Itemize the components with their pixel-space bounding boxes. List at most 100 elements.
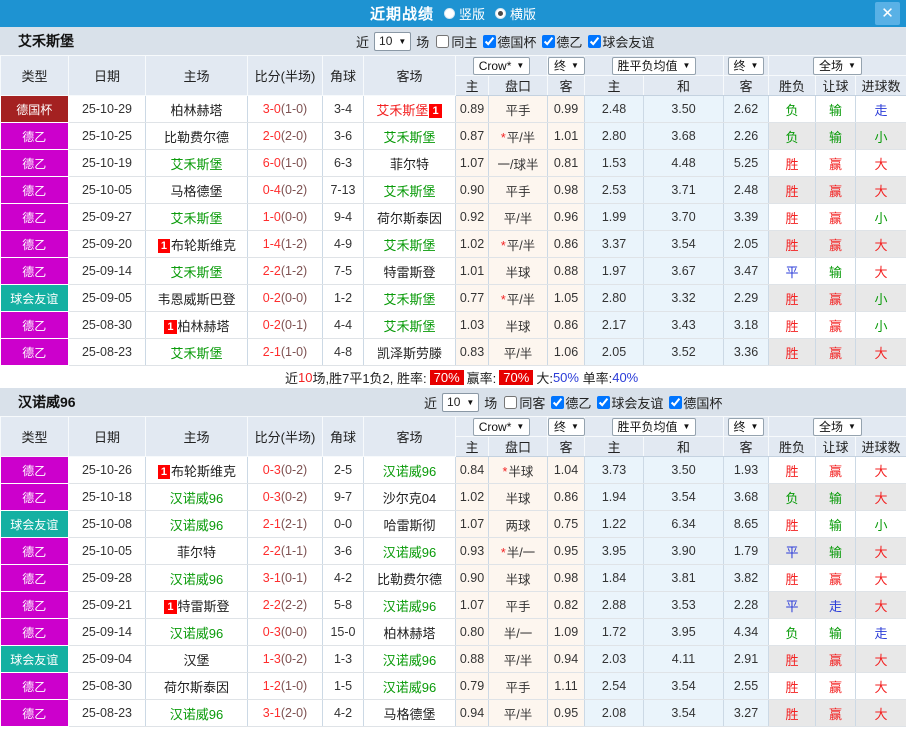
horizontal-layout-radio[interactable]	[495, 8, 506, 19]
close-button[interactable]: ✕	[875, 2, 900, 25]
league-filter[interactable]: 德乙	[542, 32, 582, 51]
league-checkbox[interactable]	[483, 34, 497, 48]
league-checkbox[interactable]	[551, 395, 565, 409]
league-filter[interactable]: 德国杯	[483, 32, 536, 51]
live-odds-star: *	[502, 464, 508, 479]
league-checkbox[interactable]	[542, 34, 556, 48]
away-team-link[interactable]: 马格德堡	[383, 706, 436, 722]
league-filter[interactable]: 德乙	[551, 393, 591, 412]
result-cell: 负	[768, 122, 816, 150]
home-team-link[interactable]: 艾禾斯堡	[170, 156, 223, 172]
score-cell: 3-1(0-1)	[247, 564, 323, 592]
score-cell: 0-3(0-2)	[247, 456, 323, 484]
same-venue-filter[interactable]: 同主	[429, 32, 477, 51]
bookmaker-select[interactable]: Crow* ▼	[472, 417, 531, 436]
match-date: 25-09-28	[68, 564, 146, 592]
match-type-badge: 德国杯	[0, 95, 69, 123]
recent-count-select[interactable]: 10 ▼	[374, 31, 412, 51]
home-team-link[interactable]: 汉诺威96	[169, 517, 224, 533]
home-team-link[interactable]: 菲尔特	[176, 544, 216, 560]
same-venue-checkbox[interactable]	[504, 395, 518, 409]
away-team-link[interactable]: 汉诺威96	[382, 679, 437, 695]
win-rate-badge: 70%	[429, 369, 464, 385]
away-team-link[interactable]: 凯泽斯劳滕	[376, 345, 442, 361]
away-team-link[interactable]: 艾禾斯堡	[383, 291, 436, 307]
home-team-link[interactable]: 韦恩威斯巴登	[157, 291, 236, 307]
same-venue-filter[interactable]: 同客	[497, 393, 545, 412]
home-team-link[interactable]: 艾禾斯堡	[170, 345, 223, 361]
league-checkbox[interactable]	[588, 34, 602, 48]
away-team-link[interactable]: 哈雷斯彻	[383, 517, 436, 533]
home-team-link[interactable]: 汉堡	[183, 652, 210, 668]
away-team-link[interactable]: 艾禾斯堡	[383, 237, 436, 253]
avg-home-odds: 2.03	[584, 645, 644, 673]
away-team-link[interactable]: 特雷斯登	[383, 264, 436, 280]
result-cell: 胜	[768, 645, 816, 673]
red-card-badge: 1	[157, 464, 171, 479]
home-team-link[interactable]: 比勒费尔德	[163, 129, 229, 145]
away-team-link[interactable]: 汉诺威96	[382, 463, 437, 479]
home-team-link[interactable]: 汉诺威96	[169, 571, 224, 587]
away-team-link[interactable]: 比勒费尔德	[376, 571, 442, 587]
away-team-link[interactable]: 荷尔斯泰因	[376, 210, 442, 226]
away-team-link[interactable]: 艾禾斯堡	[383, 183, 436, 199]
home-team-link[interactable]: 马格德堡	[170, 183, 223, 199]
away-team-link[interactable]: 汉诺威96	[382, 544, 437, 560]
away-team-link[interactable]: 菲尔特	[389, 156, 429, 172]
home-team-link[interactable]: 柏林赫塔	[177, 318, 230, 334]
league-filter[interactable]: 球会友谊	[588, 32, 654, 51]
odds-time-select[interactable]: 终 ▼	[548, 417, 585, 436]
league-checkbox[interactable]	[669, 395, 683, 409]
avg-draw-odds: 3.70	[643, 203, 724, 231]
home-team-link[interactable]: 艾禾斯堡	[170, 264, 223, 280]
match-date: 25-10-19	[68, 149, 146, 177]
away-team-link[interactable]: 沙尔克04	[382, 490, 437, 506]
away-team-link[interactable]: 汉诺威96	[382, 598, 437, 614]
home-team-link[interactable]: 汉诺威96	[169, 625, 224, 641]
home-team-link[interactable]: 艾禾斯堡	[170, 210, 223, 226]
league-checkbox[interactable]	[597, 395, 611, 409]
period-select[interactable]: 全场 ▼	[813, 56, 862, 75]
avg-odds-select[interactable]: 胜平负均值 ▼	[611, 417, 697, 436]
home-team-cell: 汉堡	[145, 645, 248, 673]
away-odds: 0.98	[547, 176, 585, 204]
away-team-link[interactable]: 艾禾斯堡	[383, 318, 436, 334]
odds-time-select[interactable]: 终 ▼	[548, 56, 585, 75]
avg-away-odds: 4.34	[723, 618, 769, 646]
corner-cell: 3-6	[322, 537, 364, 565]
avg-odds-select[interactable]: 胜平负均值 ▼	[611, 56, 697, 75]
away-team-link[interactable]: 柏林赫塔	[383, 625, 436, 641]
period-select[interactable]: 全场 ▼	[813, 417, 862, 436]
home-team-link[interactable]: 汉诺威96	[169, 706, 224, 722]
away-odds: 0.95	[547, 537, 585, 565]
avg-time-select[interactable]: 终 ▼	[727, 56, 765, 75]
vertical-layout-label[interactable]: 竖版	[458, 7, 485, 22]
subcol-home-odds: 主	[455, 436, 489, 457]
goals-result-cell: 大	[855, 483, 906, 511]
match-type-badge: 德乙	[0, 230, 69, 258]
home-team-link[interactable]: 布轮斯维克	[171, 463, 237, 479]
home-team-link[interactable]: 汉诺威96	[169, 490, 224, 506]
handicap-result-cell: 赢	[815, 699, 856, 727]
same-venue-checkbox[interactable]	[436, 34, 450, 48]
home-team-link[interactable]: 特雷斯登	[177, 598, 230, 614]
bookmaker-select[interactable]: Crow* ▼	[472, 56, 531, 75]
league-filter[interactable]: 德国杯	[669, 393, 722, 412]
recent-count-select[interactable]: 10 ▼	[442, 392, 480, 412]
home-team-link[interactable]: 布轮斯维克	[171, 237, 237, 253]
titlebar: 近期战绩 竖版 横版 ✕	[0, 0, 906, 27]
league-filter[interactable]: 球会友谊	[597, 393, 663, 412]
away-team-link[interactable]: 艾禾斯堡	[383, 129, 436, 145]
vertical-layout-radio[interactable]	[443, 8, 455, 19]
home-team-cell: 艾禾斯堡	[145, 338, 248, 366]
goals-result-cell: 大	[855, 230, 906, 258]
chevron-down-icon: ▼	[398, 36, 407, 46]
corner-cell: 4-9	[322, 230, 364, 258]
home-odds: 1.07	[455, 510, 489, 538]
home-team-link[interactable]: 荷尔斯泰因	[163, 679, 229, 695]
away-team-link[interactable]: 汉诺威96	[382, 652, 437, 668]
away-team-link[interactable]: 艾禾斯堡	[376, 102, 429, 118]
avg-time-select[interactable]: 终 ▼	[727, 417, 765, 436]
home-team-link[interactable]: 柏林赫塔	[170, 102, 223, 118]
horizontal-layout-label[interactable]: 横版	[510, 7, 537, 22]
